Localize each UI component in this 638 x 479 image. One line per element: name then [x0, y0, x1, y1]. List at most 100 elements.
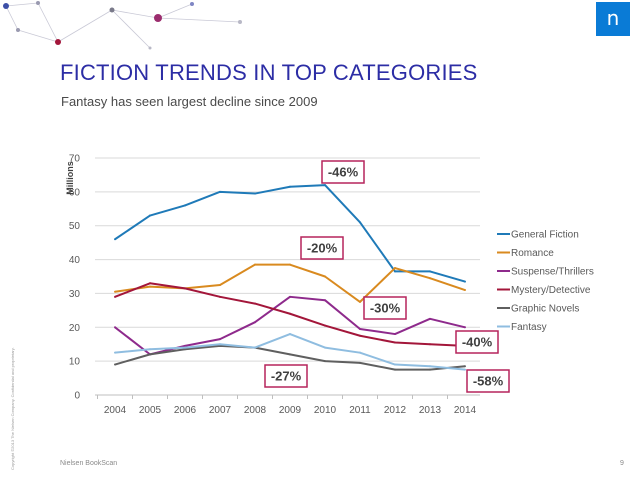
chart-annotations: -46% -20% -30% -40% -27% -58%: [264, 160, 510, 393]
y-tick-label: 70: [69, 154, 81, 165]
data-point-mystery-detective: [324, 324, 326, 327]
data-point-suspense-thrillers: [464, 326, 466, 329]
change-callout-label: -46%: [328, 165, 359, 180]
x-tick-label: 2011: [349, 405, 371, 416]
data-point-graphic-novels: [464, 365, 466, 368]
data-point-fantasy: [464, 368, 466, 371]
decor-dot: [55, 39, 61, 45]
data-point-general-fiction: [219, 190, 221, 193]
data-point-suspense-thrillers: [324, 299, 326, 302]
data-point-suspense-thrillers: [254, 321, 256, 324]
x-tick-label: 2004: [104, 405, 127, 416]
data-point-fantasy: [324, 346, 326, 349]
legend-label: Fantasy: [511, 322, 547, 333]
data-point-mystery-detective: [289, 312, 291, 315]
source-note: Nielsen BookScan: [60, 460, 118, 467]
data-point-general-fiction: [359, 221, 361, 224]
data-point-suspense-thrillers: [289, 295, 291, 298]
data-point-romance: [359, 300, 361, 303]
y-tick-label: 20: [69, 323, 81, 334]
x-tick-label: 2006: [174, 405, 197, 416]
data-point-mystery-detective: [394, 341, 396, 344]
data-point-graphic-novels: [289, 353, 291, 356]
data-point-romance: [149, 285, 151, 288]
y-tick-label: 40: [69, 255, 81, 266]
data-point-suspense-thrillers: [429, 317, 431, 320]
y-tick-label: 50: [69, 221, 81, 232]
change-callout-box: [300, 236, 344, 260]
y-tick-label: 30: [69, 289, 81, 300]
nielsen-logo: n: [596, 2, 630, 36]
data-point-fantasy: [394, 363, 396, 366]
change-callout-box: [455, 330, 499, 354]
decor-dot: [190, 2, 194, 6]
data-point-graphic-novels: [429, 368, 431, 371]
data-point-fantasy: [254, 346, 256, 349]
x-tick-label: 2013: [419, 405, 442, 416]
data-point-romance: [394, 267, 396, 270]
data-point-fantasy: [429, 365, 431, 368]
data-point-romance: [324, 275, 326, 278]
decor-dot: [238, 20, 242, 24]
data-point-mystery-detective: [219, 295, 221, 298]
data-point-general-fiction: [464, 280, 466, 283]
change-callout-label: -58%: [473, 374, 504, 389]
legend-label: General Fiction: [511, 230, 579, 241]
data-point-mystery-detective: [359, 334, 361, 337]
x-tick-label: 2008: [244, 405, 267, 416]
data-point-suspense-thrillers: [114, 326, 116, 329]
data-point-romance: [429, 277, 431, 280]
data-point-general-fiction: [254, 192, 256, 195]
change-callout-label: -40%: [462, 335, 493, 350]
slide-title: FICTION TRENDS IN TOP CATEGORIES: [60, 60, 478, 85]
page-number: 9: [620, 460, 624, 467]
series-line-general-fiction: [114, 184, 466, 283]
chart-legend: General Fiction Romance Suspense/Thrillers…: [497, 230, 594, 333]
decor-dot: [16, 28, 20, 32]
series-line-suspense-thrillers: [114, 295, 466, 356]
x-tick-label: 2012: [384, 405, 407, 416]
data-point-general-fiction: [184, 204, 186, 207]
data-point-romance: [114, 290, 116, 293]
data-point-general-fiction: [324, 184, 326, 187]
x-tick-label: 2007: [209, 405, 232, 416]
data-point-romance: [219, 283, 221, 286]
data-point-fantasy: [149, 348, 151, 351]
decorative-network-graphic: [3, 1, 242, 50]
data-point-graphic-novels: [184, 348, 186, 351]
chart-series: [114, 184, 466, 371]
data-point-suspense-thrillers: [359, 327, 361, 330]
y-tick-label: 0: [74, 391, 80, 402]
data-point-romance: [254, 263, 256, 266]
chart-axes: 0 10 20 30 40 50 60 70 2004 2005 2006 2007 2008 2009 2…: [65, 154, 480, 416]
slide-subtitle: Fantasy has seen largest decline since 2…: [61, 94, 318, 109]
data-point-general-fiction: [289, 185, 291, 188]
legend-label: Romance: [511, 248, 554, 259]
legend-label: Mystery/Detective: [511, 285, 591, 296]
legend-label: Graphic Novels: [511, 304, 579, 315]
decor-dot: [109, 7, 115, 13]
data-point-fantasy: [219, 343, 221, 346]
decor-dot: [3, 3, 9, 9]
data-point-graphic-novels: [324, 360, 326, 363]
x-tick-label: 2014: [454, 405, 477, 416]
change-callout-box: [466, 369, 510, 393]
x-tick-label: 2005: [139, 405, 162, 416]
data-point-mystery-detective: [149, 282, 151, 285]
data-point-general-fiction: [429, 270, 431, 273]
data-point-suspense-thrillers: [394, 333, 396, 336]
y-axis-title: Millions: [65, 161, 75, 195]
data-point-fantasy: [184, 346, 186, 349]
decor-dot: [148, 46, 152, 50]
y-tick-label: 60: [69, 187, 81, 198]
change-callout-box: [321, 160, 365, 184]
legend-label: Suspense/Thrillers: [511, 267, 594, 278]
data-point-graphic-novels: [359, 361, 361, 364]
data-point-romance: [289, 263, 291, 266]
y-tick-label: 10: [69, 357, 81, 368]
data-point-general-fiction: [114, 238, 116, 241]
change-callout-label: -20%: [307, 241, 338, 256]
data-point-graphic-novels: [149, 353, 151, 356]
x-tick-label: 2010: [314, 405, 337, 416]
